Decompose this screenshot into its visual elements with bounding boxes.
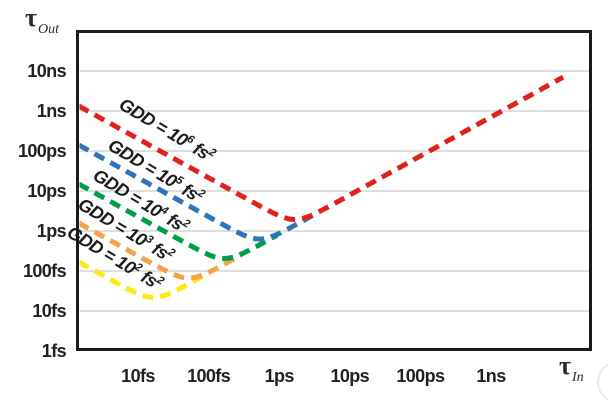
tau-in-symbol: τ — [559, 351, 571, 380]
x-tick-label-10fs: 10fs — [121, 366, 155, 386]
y-tick-label-10fs: 10fs — [32, 301, 66, 321]
x-tick-label-100ps: 100ps — [396, 366, 445, 386]
curve-gdd-100fs2 — [79, 259, 208, 300]
x-tick-label-1ns: 1ns — [476, 366, 506, 386]
curve-gdd-10000fs2 — [79, 181, 279, 261]
y-tick-label-10ps: 10ps — [27, 181, 66, 201]
curves — [79, 75, 565, 300]
x-axis-title: τIn — [559, 351, 584, 386]
y-tick-label-1fs: 1fs — [41, 341, 67, 361]
tau-in-subscript: In — [571, 370, 584, 385]
y-tick-label-100fs: 100fs — [22, 261, 67, 281]
curve-gdd-100000fs2 — [79, 142, 314, 242]
y-tick-label-1ps: 1ps — [36, 221, 67, 241]
x-tick-label-1ps: 1ps — [264, 366, 295, 386]
y-tick-label-1ns: 1ns — [36, 101, 67, 121]
curve-gdd-1000fs2 — [79, 220, 244, 281]
y-tick-label-100ps: 100ps — [17, 141, 67, 161]
y-tick-label-10ns: 10ns — [27, 61, 66, 81]
x-tick-label-100fs: 100fs — [187, 366, 231, 386]
tau-out-subscript: Out — [37, 22, 59, 37]
curve-gdd-1000000fs2 — [79, 75, 565, 222]
x-tick-label-10ps: 10ps — [330, 366, 370, 386]
y-axis-title: τOut — [25, 3, 59, 38]
tau-out-symbol: τ — [25, 3, 37, 32]
